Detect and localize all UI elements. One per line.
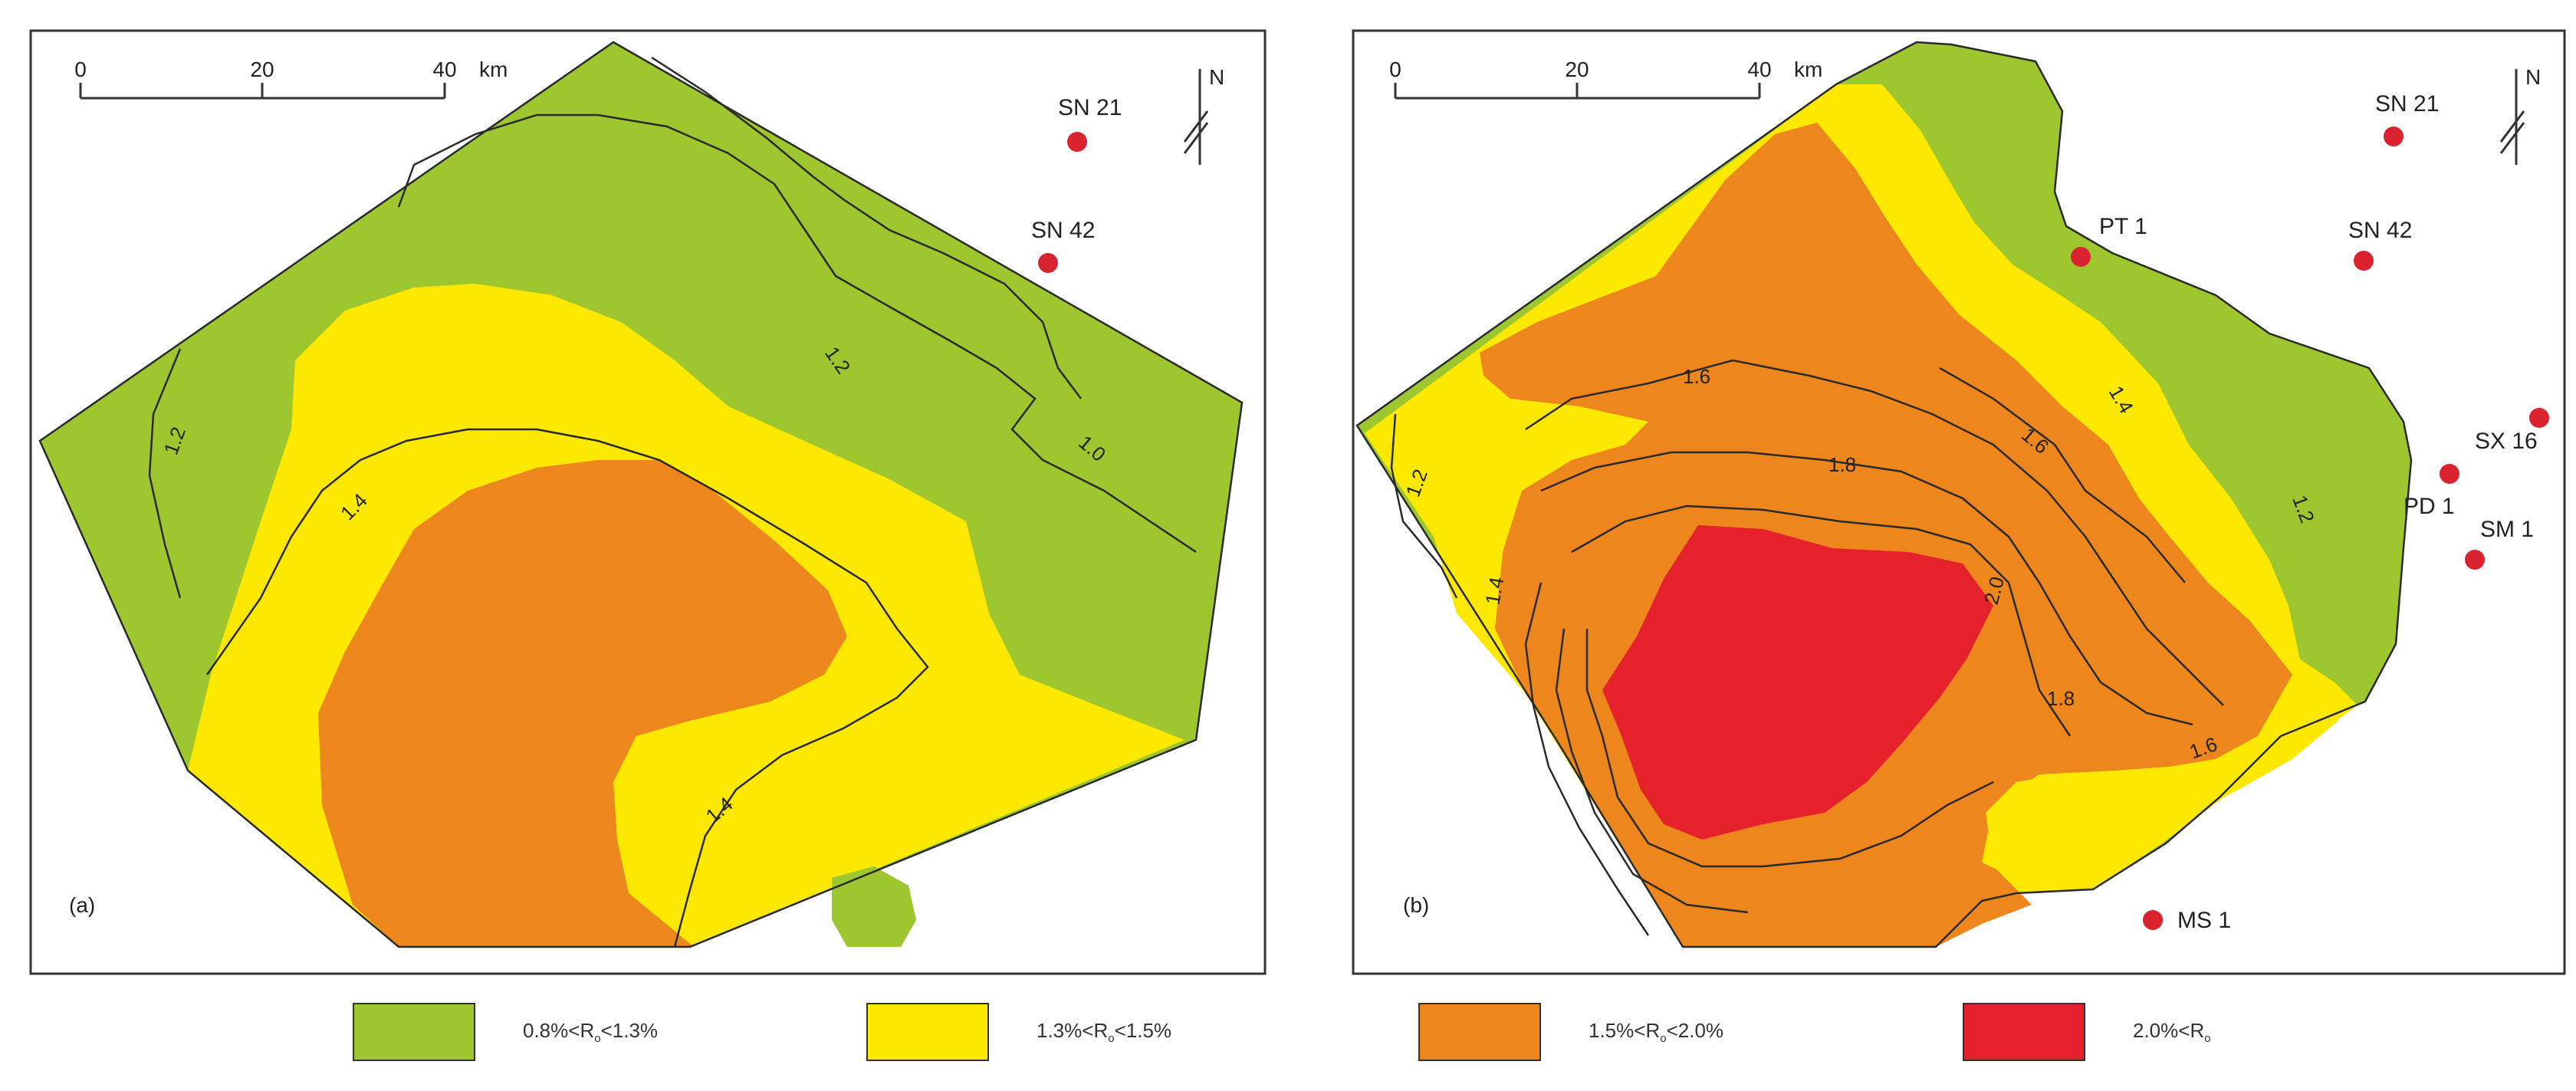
well-marker <box>2143 910 2163 930</box>
well-marker <box>1067 132 1087 152</box>
well-marker <box>2384 127 2404 146</box>
panel-a: 0 20 40 km N SN 21 SN 42 1.2 1.2 1.0 1.4… <box>29 29 1267 975</box>
legend: 0.8%<Ro<1.3% 1.3%<Ro<1.5% 1.5%<Ro<2.0% 2… <box>0 997 2576 1073</box>
legend-swatch-green <box>353 1003 475 1061</box>
legend-item-green: 0.8%<Ro<1.3% <box>353 1003 658 1061</box>
legend-label: 2.0%<Ro <box>2133 1018 2211 1046</box>
legend-label: 1.5%<Ro<2.0% <box>1589 1018 1724 1046</box>
legend-swatch-yellow <box>866 1003 989 1061</box>
panel-b-scale-tick-40: 40 <box>1747 58 1771 81</box>
panel-b-label: (b) <box>1403 893 1429 917</box>
panel-a-scale-unit: km <box>479 58 508 81</box>
panel-b-scale-tick-0: 0 <box>1389 58 1401 81</box>
legend-item-yellow: 1.3%<Ro<1.5% <box>866 1003 1171 1061</box>
panel-b-north-arrow-icon <box>2499 69 2525 165</box>
map-figure: 0 20 40 km N SN 21 SN 42 1.2 1.2 1.0 1.4… <box>29 29 2566 975</box>
panel-b-north-label: N <box>2525 65 2541 89</box>
panel-a-scale-tick-0: 0 <box>74 58 87 81</box>
panel-b-scale-tick-20: 20 <box>1565 58 1589 81</box>
well-marker <box>1038 253 1058 273</box>
legend-swatch-red <box>1963 1003 2085 1061</box>
panel-b-scale-unit: km <box>1794 58 1822 81</box>
panel-a-outline <box>38 41 1244 948</box>
panel-a-north-arrow-icon <box>1183 69 1209 165</box>
panel-b-contours <box>1390 359 2224 936</box>
well-marker <box>2529 408 2549 428</box>
contour-label: 1.8 <box>1829 453 1856 476</box>
well-label: MS 1 <box>2177 908 2231 933</box>
legend-label: 0.8%<Ro<1.3% <box>523 1018 659 1046</box>
well-label: PT 1 <box>2099 214 2147 239</box>
panel-a-green-patch <box>832 866 916 947</box>
panel-a-scale-bar <box>79 83 446 100</box>
legend-item-orange: 1.5%<Ro<2.0% <box>1418 1003 1723 1061</box>
panel-a-scale-tick-40: 40 <box>432 58 456 81</box>
legend-swatch-orange <box>1418 1003 1541 1061</box>
panel-a-label: (a) <box>69 893 95 917</box>
well-label: SX 16 <box>2475 429 2538 454</box>
well-marker <box>2354 251 2374 271</box>
well-label: SN 21 <box>2375 91 2439 117</box>
panel-b-red-zone <box>1602 525 1993 840</box>
well-marker <box>2440 464 2459 484</box>
well-label: SM 1 <box>2480 517 2534 542</box>
well-label: SN 42 <box>2348 218 2412 243</box>
well-label: SN 21 <box>1058 95 1122 120</box>
well-marker <box>2071 247 2091 267</box>
panel-a-north-label: N <box>1209 65 1224 89</box>
contour-label: 1.8 <box>2047 687 2075 710</box>
well-marker <box>2465 550 2485 570</box>
legend-item-red: 2.0%<Ro <box>1963 1003 2211 1061</box>
well-label: SN 42 <box>1031 218 1095 243</box>
well-label: PD 1 <box>2404 494 2455 519</box>
panel-b-yellow-inlet <box>1982 705 2338 889</box>
legend-label: 1.3%<Ro<1.5% <box>1037 1018 1172 1046</box>
panel-b: 0 20 40 km N SN 21 SN 42 PT 1 SX 16 PD 1… <box>1352 29 2566 975</box>
panel-a-scale-tick-20: 20 <box>250 58 274 81</box>
contour-label: 1.4 <box>1480 575 1508 606</box>
panel-b-outline <box>1355 41 2413 948</box>
panel-a-orange-zone <box>318 460 847 947</box>
panel-b-scale-bar <box>1394 83 1761 100</box>
panel-a-contours <box>148 56 1197 948</box>
contour-label: 1.6 <box>1683 365 1710 388</box>
